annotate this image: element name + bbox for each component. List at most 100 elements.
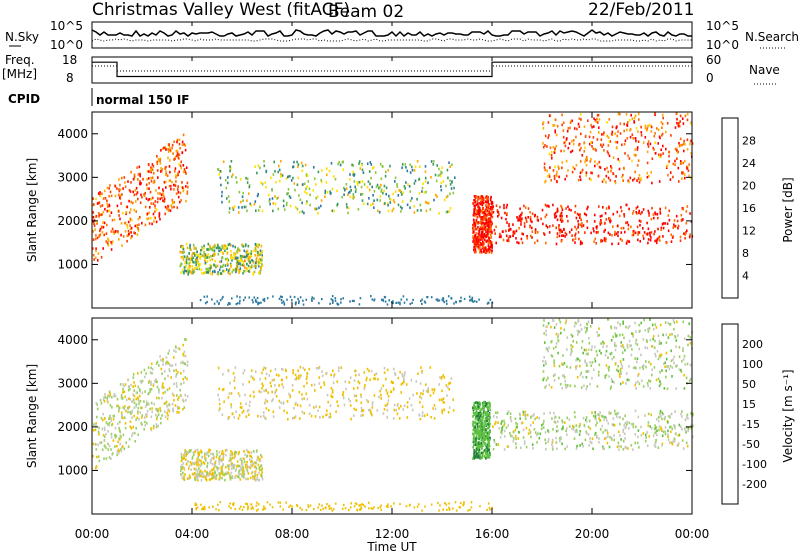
power-echo [249,265,252,269]
power-echo [382,165,384,168]
velocity-echo [486,405,488,409]
velocity-echo [555,436,557,440]
power-echo [641,211,643,214]
power-echo [171,143,174,147]
power-echo [242,260,245,264]
power-echo [384,296,387,299]
power-echo [245,251,248,255]
velocity-echo [401,374,404,377]
power-echo [296,207,299,211]
velocity-echo [564,447,566,451]
power-echo [566,129,569,133]
velocity-echo [143,400,145,403]
power-echo [476,216,479,219]
power-echo [540,217,542,221]
power-echo [129,190,132,193]
velocity-echo [403,404,406,407]
velocity-echo [246,409,249,413]
velocity-echo [690,424,692,428]
velocity-echo [534,431,537,434]
power-echo [679,114,682,118]
power-echo [441,166,443,169]
velocity-echo [233,386,236,390]
power-echo [289,196,292,199]
power-echo [403,185,406,188]
velocity-echo [555,441,558,444]
power-echo [258,257,261,261]
power-echo [283,208,286,211]
velocity-echo [100,416,103,420]
velocity-echo [221,476,223,480]
velocity-echo [103,400,106,403]
velocity-echo [329,412,332,416]
velocity-echo [630,353,633,357]
velocity-echo [474,411,476,415]
power-echo [475,300,478,303]
velocity-echo [125,409,127,413]
power-echo [579,148,581,152]
noise-left-label: N.Sky [5,30,39,44]
power-echo [134,189,137,192]
power-echo [234,252,237,256]
power-echo [556,207,559,211]
velocity-echo [122,416,124,420]
velocity-echo [670,441,673,444]
velocity-echo [105,421,108,424]
power-echo [529,234,532,238]
power-echo [132,190,134,194]
velocity-echo [92,442,95,446]
velocity-echo [489,422,491,426]
power-echo [439,174,442,178]
velocity-echo [473,404,475,408]
velocity-echo [184,473,186,476]
power-echo [372,202,374,206]
velocity-echo [522,413,525,416]
power-echo [388,299,390,302]
power-echo [242,262,245,265]
velocity-echo [196,458,198,461]
power-echo [409,163,411,167]
velocity-echo [515,434,517,438]
velocity-echo [259,377,261,381]
power-echo [185,242,188,246]
power-echo [597,121,599,124]
velocity-echo [503,448,506,451]
power-echo [559,231,561,234]
power-echo [162,188,164,191]
velocity-echo [186,377,188,381]
velocity-echo [616,445,619,449]
power-echo [395,190,397,193]
power-echo [681,177,683,180]
power-echo [214,259,216,263]
power-echo [282,300,285,303]
velocity-echo [251,471,253,475]
velocity-echo [219,474,221,477]
power-echo [631,233,634,237]
power-echo [635,139,637,143]
power-echo [212,248,214,252]
velocity-echo [420,396,423,400]
velocity-echo [160,358,162,362]
velocity-echo [622,346,625,349]
velocity-echo [237,392,240,395]
velocity-echo [110,457,112,460]
power-echo [125,212,127,216]
power-echo [556,170,558,174]
power-echo [554,149,556,152]
velocity-echo [200,473,203,476]
velocity-echo [474,426,476,429]
velocity-echo [117,422,119,425]
power-echo [581,222,583,225]
velocity-echo [604,375,606,378]
power-echo [399,303,401,306]
velocity-echo [325,413,327,417]
velocity-echo [211,468,213,472]
velocity-echo [655,438,657,442]
velocity-echo [591,361,594,364]
velocity-echo [202,475,204,479]
velocity-echo [422,392,424,396]
power-echo [473,221,475,225]
power-echo [358,162,360,165]
power-echo [620,231,623,234]
velocity-echo [441,375,443,379]
